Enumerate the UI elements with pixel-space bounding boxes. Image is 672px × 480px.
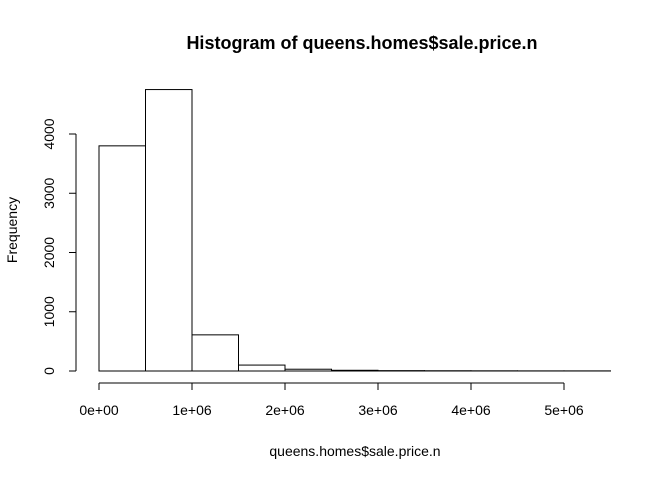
- y-tick-label: 4000: [41, 118, 57, 149]
- chart-title: Histogram of queens.homes$sale.price.n: [186, 33, 537, 53]
- x-tick-label: 3e+06: [358, 402, 398, 418]
- histogram-bar: [238, 364, 286, 372]
- y-tick-label: 2000: [41, 237, 57, 268]
- x-tick-label: 4e+06: [451, 402, 491, 418]
- x-tick-label: 5e+06: [544, 402, 584, 418]
- histogram-bars: [98, 89, 611, 372]
- histogram-bar: [145, 89, 193, 372]
- y-axis: 0 1000 2000 3000 4000: [41, 118, 77, 375]
- y-axis-label: Frequency: [4, 197, 20, 263]
- x-tick-label: 2e+06: [265, 402, 305, 418]
- x-axis-label: queens.homes$sale.price.n: [269, 443, 440, 459]
- x-tick-label: 1e+06: [172, 402, 212, 418]
- histogram-bar: [331, 369, 379, 372]
- histogram-bar: [284, 368, 332, 372]
- y-tick-label: 3000: [41, 177, 57, 208]
- x-axis: 0e+00 1e+06 2e+06 3e+06 4e+06 5e+06: [79, 382, 584, 418]
- histogram-bar: [98, 145, 146, 372]
- y-tick-label: 1000: [41, 296, 57, 327]
- x-tick-label: 0e+00: [79, 402, 119, 418]
- y-tick-label: 0: [41, 367, 57, 375]
- histogram-bar: [191, 334, 239, 372]
